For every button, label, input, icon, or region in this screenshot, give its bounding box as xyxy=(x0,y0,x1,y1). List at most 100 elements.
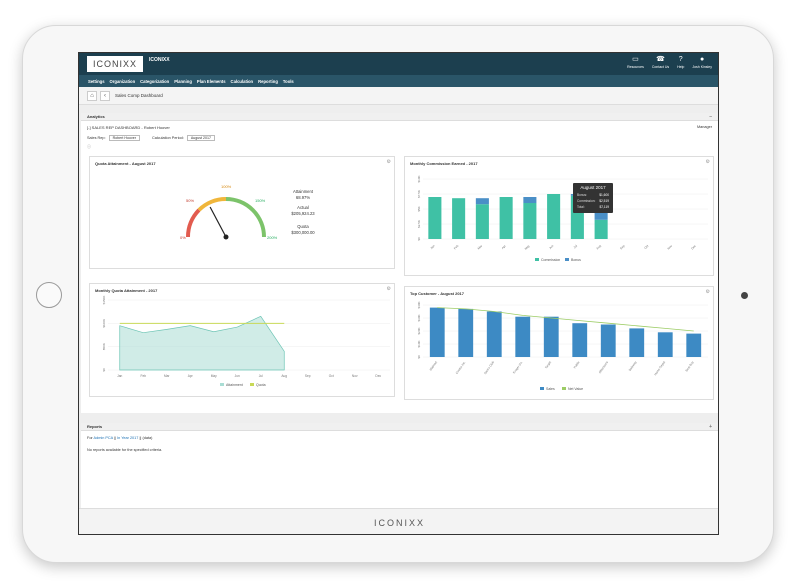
commission-ytick: $2.5K xyxy=(417,220,421,228)
settings-icon[interactable]: ⚙ xyxy=(386,159,391,165)
commission-legend-label: Bonus xyxy=(571,258,581,262)
report-filter-year[interactable]: In Year 2017 xyxy=(117,436,139,440)
commission-legend-label: Commission xyxy=(541,258,560,262)
monthly-quota-legend-swatch xyxy=(250,383,254,386)
user-icon: ● xyxy=(700,56,705,63)
monthly-quota-panel: Monthly Quota Attainment - 2017 ⚙ $0 $50K… xyxy=(89,283,395,397)
top-customer-xtick: Walmart xyxy=(428,360,438,371)
commission-bar-commission xyxy=(475,204,489,239)
page-title: Sales Comp Dashboard xyxy=(115,93,163,98)
commission-bar-commission xyxy=(428,197,442,239)
settings-icon[interactable]: ⚙ xyxy=(705,159,710,165)
menu-calculation[interactable]: Calculation xyxy=(230,78,254,84)
analytics-header[interactable]: Analytics – xyxy=(81,113,718,121)
reports-header-label: Reports xyxy=(87,424,103,429)
menu-tools[interactable]: Tools xyxy=(282,78,294,84)
menu-settings[interactable]: Settings xyxy=(88,78,105,84)
home-button[interactable] xyxy=(36,282,62,308)
filter-bar: Sales Rep: Robert Hoover Calculation Per… xyxy=(87,135,216,141)
menu-organization[interactable]: Organization xyxy=(109,78,136,84)
monthly-quota-xtick: Nov xyxy=(352,374,358,378)
commission-xtick: Jan xyxy=(429,244,435,250)
app-logo[interactable]: ICONIXX xyxy=(87,56,143,72)
reports-header[interactable]: Reports + xyxy=(81,423,718,431)
monthly-quota-xtick: Jun xyxy=(235,374,240,378)
commission-legend-swatch xyxy=(535,258,539,261)
commission-xtick: Mar xyxy=(477,244,483,250)
gauge-label-200: 200% xyxy=(267,235,278,240)
commission-xtick: Apr xyxy=(501,244,507,250)
top-customer-legend-label: Sales xyxy=(546,387,555,391)
footer-logo: ICONIXX xyxy=(79,508,718,534)
menu-planning[interactable]: Planning xyxy=(174,78,192,84)
top-customer-legend-swatch xyxy=(562,387,566,390)
commission-title: Monthly Commission Earned - 2017 xyxy=(410,161,478,166)
commission-bar-bonus xyxy=(475,198,489,205)
monthly-quota-xtick: Dec xyxy=(375,374,381,378)
monthly-quota-xtick: May xyxy=(211,374,217,378)
gauge-band-mid xyxy=(197,196,227,212)
commission-xtick: Jun xyxy=(548,244,554,250)
commission-xtick: Feb xyxy=(453,244,460,251)
commission-ytick: $10K xyxy=(417,175,421,182)
commission-xtick: Nov xyxy=(666,244,673,251)
period-select[interactable]: August 2017 xyxy=(186,135,216,141)
commission-tooltip xyxy=(573,183,613,213)
collapse-icon[interactable]: – xyxy=(709,114,712,120)
monthly-quota-title: Monthly Quota Attainment - 2017 xyxy=(95,288,158,293)
commission-tooltip-title: August 2017 xyxy=(580,185,606,190)
report-filter-suffix: || (data) xyxy=(138,436,153,440)
top-icon-group: ▭ Resources ☎ Contact Us ? Help ● Josh K… xyxy=(627,55,712,69)
commission-bar-bonus xyxy=(523,197,537,203)
monthly-quota-legend-swatch xyxy=(220,383,224,386)
top-customer-bar xyxy=(429,307,445,357)
monthly-quota-xtick: Oct xyxy=(329,374,334,378)
commission-bar-commission xyxy=(547,194,561,239)
home-icon[interactable]: ⌂ xyxy=(87,90,97,101)
contact-button[interactable]: ☎ Contact Us xyxy=(652,55,669,69)
sales-rep-select[interactable]: Robert Hoover xyxy=(108,135,140,141)
monthly-quota-legend-label: Quota xyxy=(256,383,266,387)
commission-tooltip-key: Commission: xyxy=(577,199,596,203)
top-customer-bar xyxy=(600,324,616,357)
menu-categorization[interactable]: Categorization xyxy=(140,78,170,84)
help-icon: ? xyxy=(678,56,683,63)
expand-icon[interactable]: + xyxy=(709,424,712,430)
help-button[interactable]: ? Help xyxy=(677,55,684,69)
settings-icon[interactable]: ⚙ xyxy=(386,286,391,292)
main-menu: Settings Organization Categorization Pla… xyxy=(79,75,718,87)
attainment-area xyxy=(119,315,285,371)
manager-link[interactable]: Manager xyxy=(697,125,712,129)
commission-bar-commission xyxy=(452,198,466,239)
menu-plan-elements[interactable]: Plan Elements xyxy=(196,78,226,84)
resources-button[interactable]: ▭ Resources xyxy=(627,55,644,69)
menu-reporting[interactable]: Reporting xyxy=(258,78,278,84)
top-customer-bar xyxy=(543,316,559,357)
top-customer-panel: Top Customer - August 2017 ⚙ $0 $10K $20K $… xyxy=(404,286,714,400)
gauge-label-150: 150% xyxy=(255,198,266,203)
gauge-hub xyxy=(223,234,229,240)
report-filter-admin[interactable]: Admin PCA xyxy=(93,436,113,440)
commission-bar-bonus xyxy=(594,210,608,220)
dashboard-subtitle: [-] SALES REP DASHBOARD - Robert Hoover xyxy=(87,125,170,130)
top-customer-bar xyxy=(486,311,502,357)
back-icon[interactable]: ‹ xyxy=(100,90,110,101)
settings-icon[interactable]: ⚙ xyxy=(705,289,710,295)
info-icon[interactable]: ⓘ xyxy=(87,144,91,149)
top-customer-xtick: Target xyxy=(544,360,552,369)
commission-xtick: May xyxy=(524,244,531,251)
commission-xtick: Aug xyxy=(595,244,602,251)
commission-ytick: $0 xyxy=(417,237,421,241)
top-customer-xtick: Albertsons xyxy=(598,360,610,374)
gauge-label-0: 0% xyxy=(180,235,186,240)
user-button[interactable]: ● Josh Kinsley xyxy=(692,55,712,69)
quota-attainment-panel: Quota Attainment - August 2017 ⚙ 0% 50% … xyxy=(89,156,395,269)
top-customer-bar xyxy=(629,328,645,357)
quota-attainment-title: Quota Attainment - August 2017 xyxy=(95,161,156,166)
monthly-quota-xtick: Aug xyxy=(281,374,287,378)
top-customer-bar xyxy=(572,323,588,357)
top-customer-bar xyxy=(686,333,702,357)
camera-dot xyxy=(741,292,748,299)
report-filter-sep: || xyxy=(112,436,118,440)
top-customer-bar xyxy=(515,316,531,357)
